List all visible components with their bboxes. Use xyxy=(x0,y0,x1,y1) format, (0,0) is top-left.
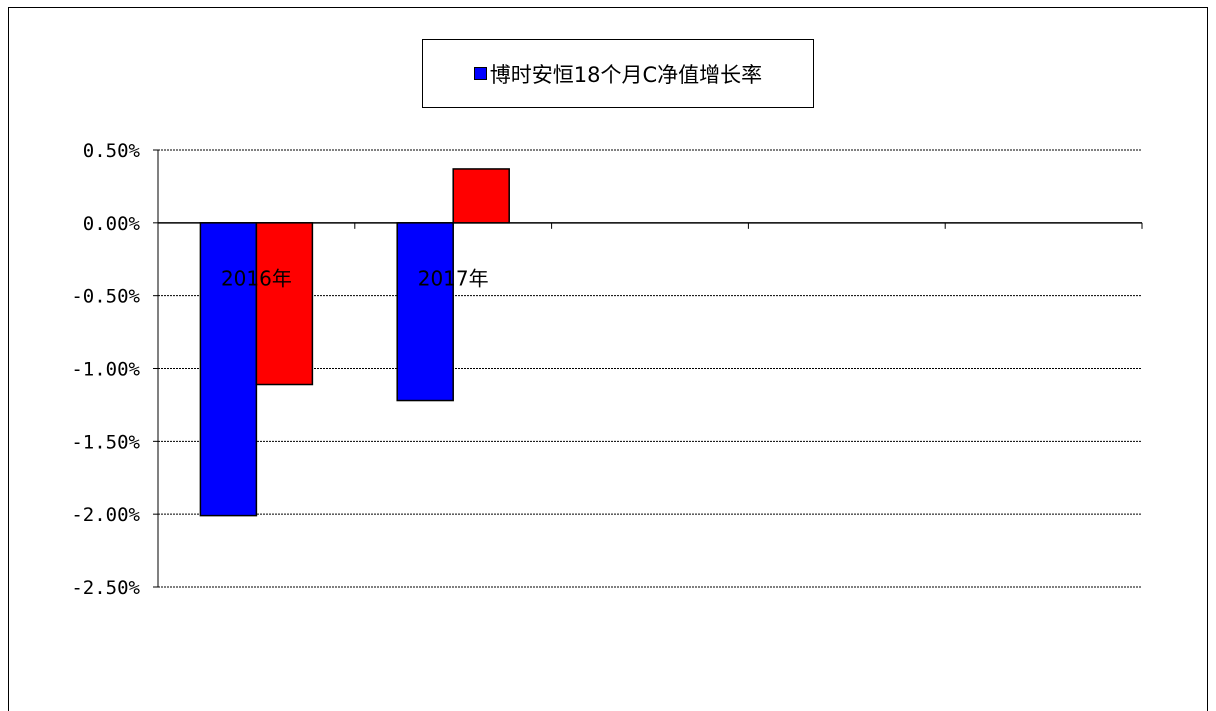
bar-2017年-series-0 xyxy=(396,222,454,402)
y-tick-label: -2.50% xyxy=(71,577,140,599)
legend-swatch-icon xyxy=(473,67,487,80)
legend: 博时安恒18个月C净值增长率 xyxy=(422,39,814,108)
labels: 0.50% 0.00% -0.50% -1.00% -1.50% -2.00% -2.50%… xyxy=(71,140,488,599)
y-tick-label: -1.50% xyxy=(71,431,140,453)
category-label: 2017年 xyxy=(418,266,489,290)
bar-2017年-series-1 xyxy=(452,168,510,224)
y-tick-label: -1.00% xyxy=(71,359,140,381)
bars xyxy=(199,168,510,517)
axes xyxy=(153,149,1143,588)
y-tick-label: 0.00% xyxy=(83,213,141,235)
legend-label: 博时安恒18个月C净值增长率 xyxy=(489,62,763,87)
category-label: 2016年 xyxy=(221,266,292,290)
bar-2016年-series-1 xyxy=(255,222,314,386)
y-tick-label: -2.00% xyxy=(71,504,140,526)
y-tick-label: 0.50% xyxy=(83,140,141,162)
gridlines xyxy=(158,149,1142,588)
y-tick-label: -0.50% xyxy=(71,286,140,308)
chart-frame xyxy=(8,7,1208,711)
